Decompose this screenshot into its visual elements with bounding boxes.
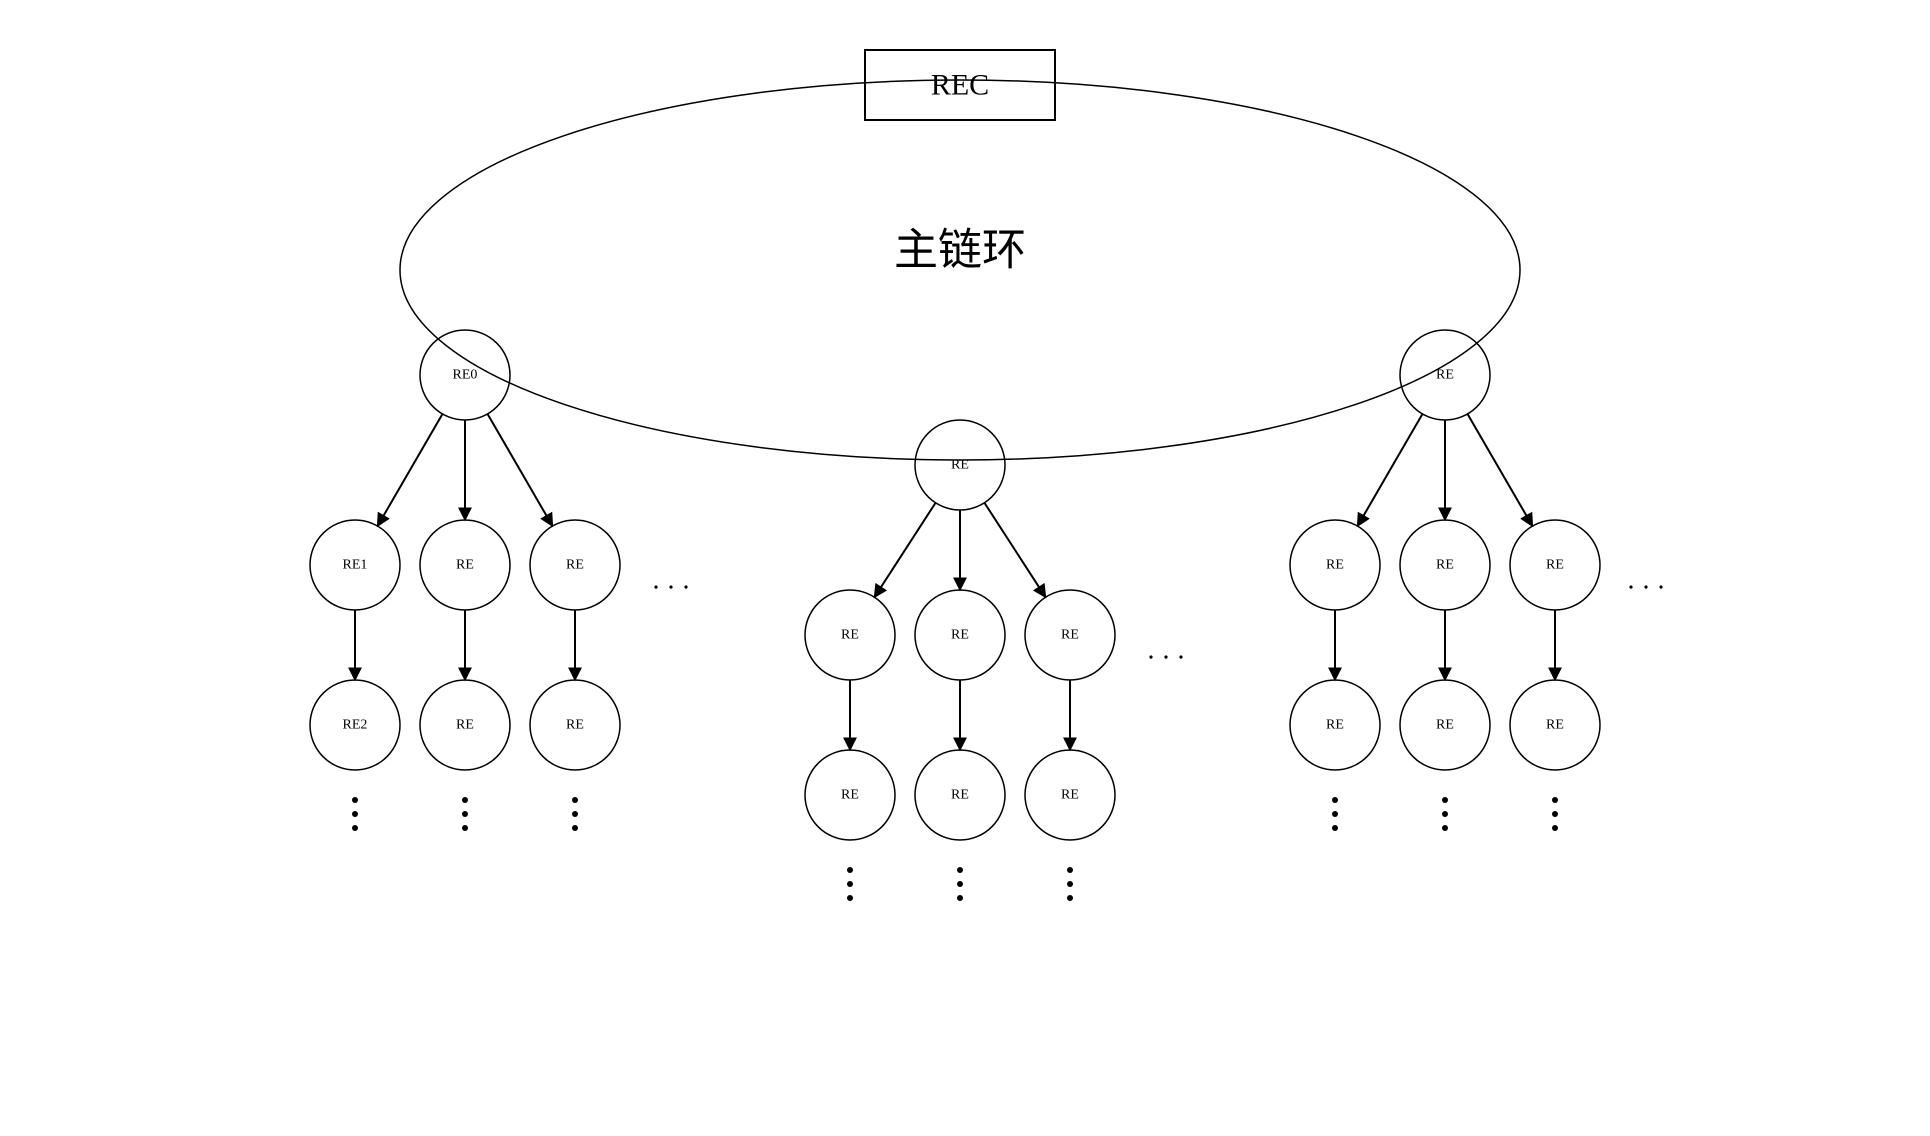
svg-text:RE: RE	[456, 718, 474, 733]
svg-text:RE: RE	[1326, 718, 1344, 733]
svg-text:RE: RE	[1436, 558, 1454, 573]
svg-text:RE2: RE2	[343, 718, 368, 733]
svg-text:...: ...	[1148, 635, 1193, 666]
svg-text:RE: RE	[951, 788, 969, 803]
svg-text:RE: RE	[1436, 368, 1454, 383]
svg-text:RE0: RE0	[453, 368, 478, 383]
svg-text:...: ...	[653, 565, 698, 596]
svg-text:RE: RE	[1546, 558, 1564, 573]
svg-text:RE: RE	[1061, 788, 1079, 803]
svg-text:RE: RE	[1061, 628, 1079, 643]
svg-text:RE: RE	[951, 628, 969, 643]
svg-text:RE: RE	[456, 558, 474, 573]
svg-text:RE: RE	[566, 558, 584, 573]
svg-text:REC: REC	[931, 69, 989, 102]
svg-text:RE: RE	[566, 718, 584, 733]
svg-text:...: ...	[1628, 565, 1673, 596]
network-diagram: REC 主链环 RE0 RE RE RE1 RE RE RE2 RE RE... RE RE RE RE RE…	[215, 20, 1715, 920]
svg-text:RE: RE	[1436, 718, 1454, 733]
svg-text:RE: RE	[841, 628, 859, 643]
svg-text:RE: RE	[1546, 718, 1564, 733]
svg-text:RE: RE	[1326, 558, 1344, 573]
svg-text:RE: RE	[951, 458, 969, 473]
svg-text:RE: RE	[841, 788, 859, 803]
svg-text:RE1: RE1	[343, 558, 368, 573]
ring-label: 主链环	[894, 226, 1026, 275]
